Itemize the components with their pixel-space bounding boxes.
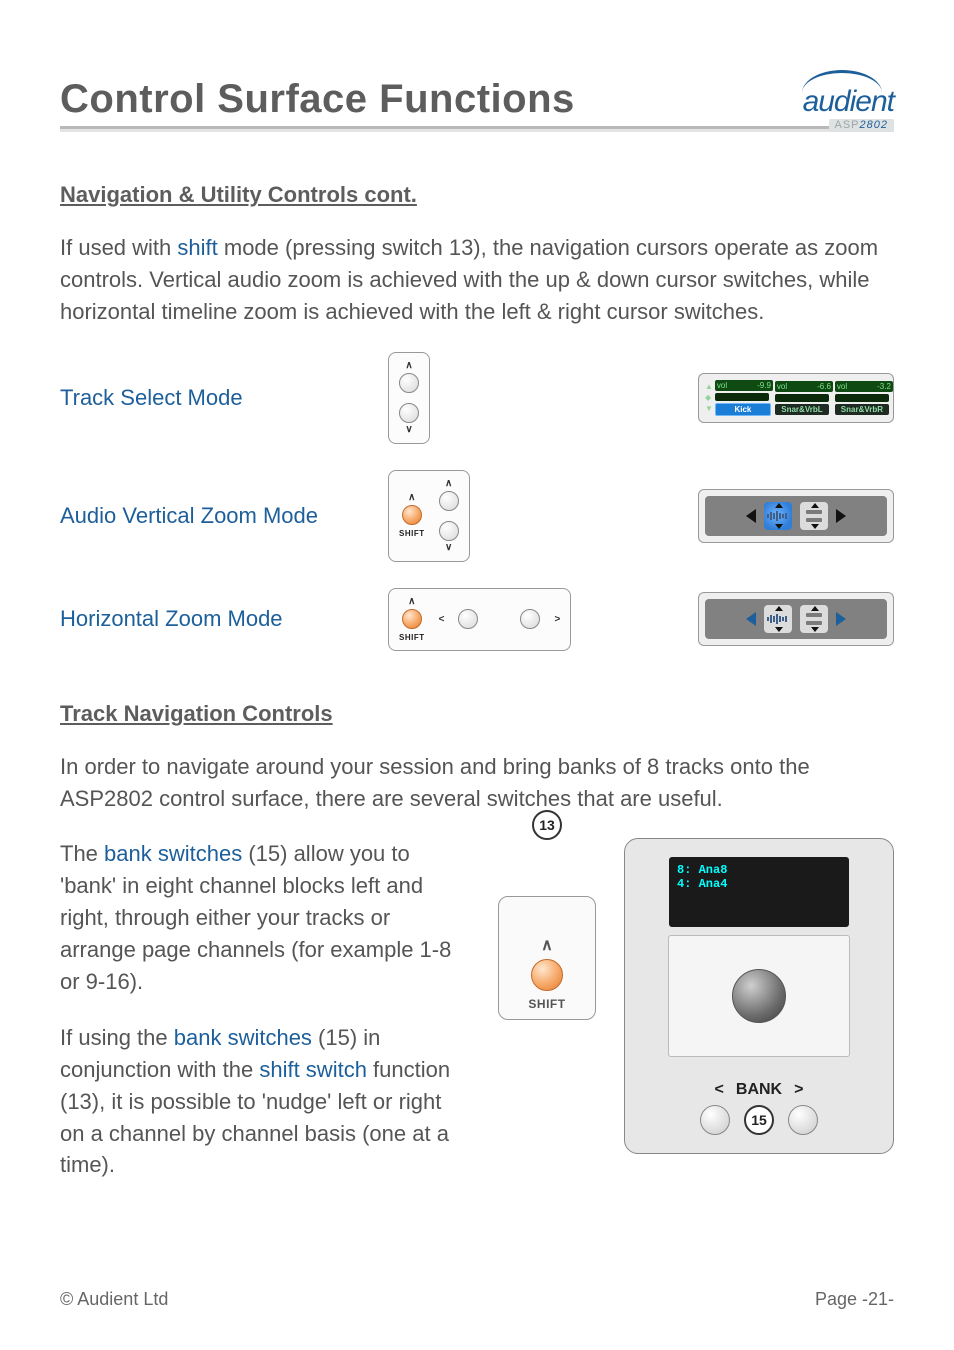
chevron-right-icon: > xyxy=(794,1081,803,1099)
pan-strip xyxy=(715,393,769,401)
bank-label-row: < BANK > xyxy=(715,1081,804,1099)
shift-button[interactable] xyxy=(402,609,422,629)
track-height-icon xyxy=(800,502,828,530)
chevron-up-icon: ∧ xyxy=(445,479,452,489)
footer-page-number: Page -21- xyxy=(815,1289,894,1310)
text: If using the xyxy=(60,1025,174,1050)
rotary-knob[interactable] xyxy=(732,969,786,1023)
control-box-audio-vzoom: ∧ SHIFT ∧ ∨ xyxy=(388,470,470,562)
track-nav-intro: In order to navigate around your session… xyxy=(60,751,894,815)
chevron-up-icon: ∧ xyxy=(405,361,412,371)
vol-readout: vol-3.2 xyxy=(835,381,893,392)
arrow-icons: ▲◆▼ xyxy=(705,382,713,413)
brand-model-prefix: ASP xyxy=(835,119,860,131)
shift-button[interactable] xyxy=(402,505,422,525)
bank-switches-keyword: bank switches xyxy=(174,1025,312,1050)
daw-track-select-preview: ▲◆▼ vol-9.9 Kick vol-6.6 Snar&VrbL vol-3… xyxy=(698,373,894,423)
brand-name: audient xyxy=(803,87,894,117)
triangle-right-icon xyxy=(836,509,846,523)
shift-label: SHIFT xyxy=(399,529,425,538)
pan-strip xyxy=(835,394,889,402)
cursor-down-button[interactable] xyxy=(439,521,459,541)
bank-label: BANK xyxy=(736,1081,782,1099)
bank-shift-paragraph: If using the bank switches (15) in conju… xyxy=(60,1022,470,1181)
cursor-down-button[interactable] xyxy=(399,403,419,423)
cursor-up-button[interactable] xyxy=(439,491,459,511)
mode-label-hzoom: Horizontal Zoom Mode xyxy=(60,606,370,632)
triangle-left-icon xyxy=(746,509,756,523)
shift-keyword: shift xyxy=(177,235,217,260)
triangle-left-icon xyxy=(746,612,756,626)
track-name: Snar&VrbL xyxy=(775,404,829,415)
track-name: Snar&VrbR xyxy=(835,404,889,415)
waveform-zoom-icon xyxy=(764,605,792,633)
chevron-right-icon: > xyxy=(554,614,560,625)
vol-readout: vol-6.6 xyxy=(775,381,833,392)
shift-button-diagram: ∧ SHIFT xyxy=(498,896,596,1020)
mode-label-track-select: Track Select Mode xyxy=(60,385,370,411)
daw-hzoom-preview xyxy=(698,592,894,646)
shift-label: SHIFT xyxy=(528,997,565,1011)
daw-vzoom-preview xyxy=(698,489,894,543)
pan-strip xyxy=(775,394,829,402)
section-heading-track-nav: Track Navigation Controls xyxy=(60,701,894,727)
brand-logo: audient ASP2802 xyxy=(802,70,894,132)
chevron-up-icon: ∧ xyxy=(541,935,553,955)
chevron-up-icon: ∧ xyxy=(408,493,415,503)
shift-button[interactable] xyxy=(531,959,563,991)
page-title: Control Surface Functions xyxy=(60,77,575,122)
reference-number-13: 13 xyxy=(532,810,562,840)
reference-number-15: 15 xyxy=(744,1105,774,1135)
device-panel: 8: Ana8 4: Ana4 < BANK > 15 xyxy=(624,838,894,1154)
brand-model: ASP2802 xyxy=(829,119,895,132)
cursor-right-button[interactable] xyxy=(520,609,540,629)
brand-model-number: 2802 xyxy=(860,119,888,131)
chevron-left-icon: < xyxy=(439,614,445,625)
footer-copyright: © Audient Ltd xyxy=(60,1289,168,1310)
lcd-line: 8: Ana8 xyxy=(677,863,841,877)
chevron-up-icon: ∧ xyxy=(408,597,415,607)
bank-switches-keyword: bank switches xyxy=(104,841,242,866)
chevron-down-icon: ∨ xyxy=(405,425,412,435)
mode-label-audio-vzoom: Audio Vertical Zoom Mode xyxy=(60,503,370,529)
vol-readout: vol-9.9 xyxy=(715,380,773,391)
lcd-display: 8: Ana8 4: Ana4 xyxy=(669,857,849,927)
track-name-selected: Kick xyxy=(715,403,771,416)
triangle-right-icon xyxy=(836,612,846,626)
title-underline xyxy=(60,126,894,132)
section-heading-navigation: Navigation & Utility Controls cont. xyxy=(60,182,894,208)
intro-paragraph: If used with shift mode (pressing switch… xyxy=(60,232,894,328)
bank-right-button[interactable] xyxy=(788,1105,818,1135)
text: The xyxy=(60,841,104,866)
control-box-track-select: ∧ ∨ xyxy=(388,352,430,444)
chevron-left-icon: < xyxy=(715,1081,724,1099)
shift-label: SHIFT xyxy=(399,633,425,642)
control-box-hzoom: ∧ SHIFT < > xyxy=(388,588,571,651)
chevron-down-icon: ∨ xyxy=(445,543,452,553)
lcd-line: 4: Ana4 xyxy=(677,877,841,891)
cursor-left-button[interactable] xyxy=(458,609,478,629)
shift-switch-keyword: shift switch xyxy=(259,1057,367,1082)
waveform-zoom-icon xyxy=(764,502,792,530)
text: If used with xyxy=(60,235,177,260)
track-height-icon xyxy=(800,605,828,633)
bank-left-button[interactable] xyxy=(700,1105,730,1135)
bank-switches-paragraph: The bank switches (15) allow you to 'ban… xyxy=(60,838,470,997)
knob-area xyxy=(668,935,850,1057)
cursor-up-button[interactable] xyxy=(399,373,419,393)
